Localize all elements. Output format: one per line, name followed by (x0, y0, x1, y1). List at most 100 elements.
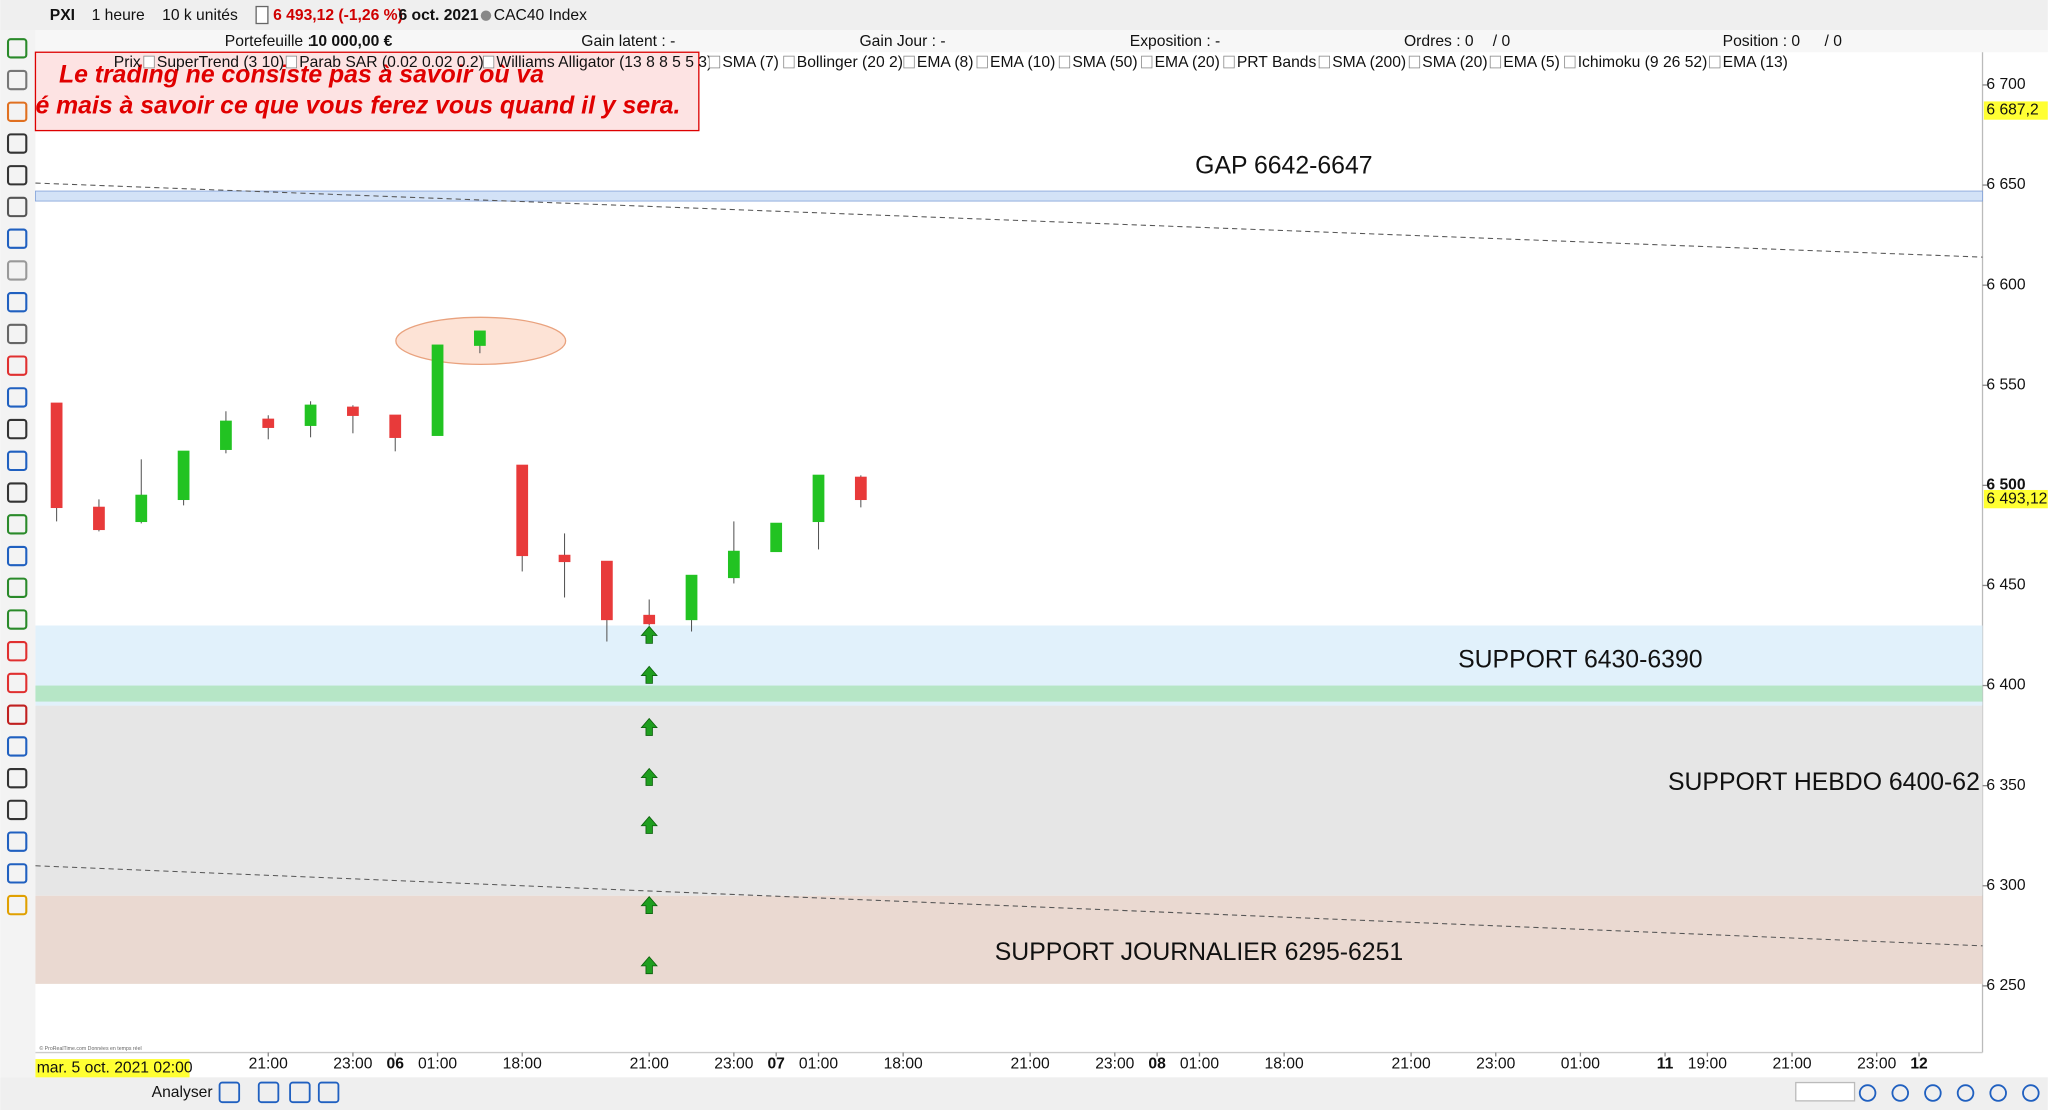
tool-icon[interactable] (6, 641, 28, 662)
indicator-checkbox[interactable] (903, 55, 915, 69)
indicator-label[interactable]: Bollinger (20 2) (797, 54, 903, 71)
indicator-checkbox[interactable] (143, 55, 155, 69)
indicator-checkbox[interactable] (1489, 55, 1502, 69)
tool-icon[interactable] (6, 545, 28, 567)
indicator-checkbox[interactable] (1709, 55, 1721, 69)
account-orders: Ordres : 0 (1404, 33, 1474, 50)
x-tick-label: 07 (767, 1055, 785, 1072)
tool-icon[interactable] (6, 260, 28, 281)
indicator-label[interactable]: SuperTrend (3 10) (157, 54, 284, 71)
toolbar-last[interactable]: 6 493,12 (-1,26 %) (273, 7, 403, 24)
tool-icon[interactable] (6, 482, 28, 503)
zone (35, 895, 1983, 984)
indicator-checkbox[interactable] (1408, 55, 1421, 69)
indicator-checkbox[interactable] (1564, 55, 1576, 69)
candle-body (177, 450, 190, 501)
bottom-icon[interactable] (218, 1081, 241, 1104)
toolbar-date[interactable]: 6 oct. 2021 (398, 7, 478, 24)
indicator-checkbox[interactable] (1318, 55, 1330, 69)
copyright: © ProRealTime.com Données en temps réel (39, 1045, 141, 1052)
indicator-label[interactable]: Williams Alligator (13 8 8 5 5 3) (496, 54, 712, 71)
indicator-checkbox[interactable] (1223, 55, 1235, 69)
x-tick-label: 21:00 (630, 1055, 669, 1072)
toolbar-timeframe[interactable]: 1 heure (92, 7, 145, 24)
signal-arrow (640, 717, 658, 736)
candle-body (685, 574, 698, 621)
tool-icon[interactable] (6, 291, 28, 313)
tool-icon[interactable] (6, 69, 28, 91)
tool-icon[interactable] (6, 736, 28, 757)
nav-icon[interactable] (1858, 1084, 1877, 1102)
tool-icon[interactable] (6, 165, 28, 186)
tool-icon[interactable] (6, 704, 28, 725)
tool-icon[interactable] (6, 387, 28, 408)
indicator-checkbox[interactable] (482, 55, 495, 69)
candle-body (93, 506, 105, 531)
indicator-label[interactable]: EMA (5) (1503, 54, 1560, 71)
tool-icon[interactable] (6, 894, 28, 916)
x-tick-label: 06 (387, 1055, 405, 1072)
indicator-label[interactable]: EMA (8) (917, 54, 974, 71)
tool-icon[interactable] (6, 101, 28, 122)
indicator-label[interactable]: Parab SAR (0.02 0.02 0.2) (299, 54, 484, 71)
nav-icon[interactable] (1989, 1084, 2007, 1102)
tool-icon[interactable] (6, 799, 28, 821)
tool-icon[interactable] (6, 133, 28, 154)
candle-body (220, 420, 232, 450)
indicator-label[interactable]: EMA (20) (1155, 54, 1220, 71)
indicator-checkbox[interactable] (285, 55, 298, 69)
zone-label: GAP 6642-6647 (1195, 153, 1372, 180)
x-tick-label: 08 (1148, 1055, 1166, 1072)
tool-icon[interactable] (6, 355, 28, 376)
indicator-label[interactable]: EMA (10) (990, 54, 1055, 71)
tool-icon[interactable] (6, 672, 28, 694)
toolbar-instrument[interactable]: CAC40 Index (494, 7, 587, 24)
indicator-label[interactable]: EMA (13) (1723, 54, 1788, 71)
tool-icon[interactable] (6, 609, 28, 630)
tool-icon[interactable] (6, 196, 28, 218)
account-bar (0, 30, 2048, 53)
tool-icon[interactable] (6, 228, 28, 249)
bottom-icon[interactable] (317, 1081, 340, 1104)
nav-icon[interactable] (2022, 1084, 2040, 1102)
indicator-label[interactable]: SMA (50) (1072, 54, 1137, 71)
tool-icon[interactable] (6, 450, 28, 472)
tool-icon[interactable] (6, 831, 28, 852)
bottom-icon[interactable] (257, 1081, 280, 1104)
nav-icon[interactable] (1956, 1084, 1975, 1102)
signal-arrow (640, 665, 658, 684)
tool-icon[interactable] (6, 514, 28, 535)
indicator-label[interactable]: SMA (200) (1332, 54, 1406, 71)
left-toolbar (0, 30, 36, 1078)
x-tick-label: 23:00 (1857, 1055, 1896, 1072)
indicator-label[interactable]: SMA (7) (722, 54, 779, 71)
scrollbar[interactable] (1795, 1081, 1856, 1102)
nav-icon[interactable] (1891, 1084, 1909, 1102)
nav-icon[interactable] (1924, 1084, 1942, 1102)
indicator-checkbox[interactable] (783, 55, 795, 69)
indicator-label[interactable]: SMA (20) (1422, 54, 1487, 71)
candle-body (854, 476, 867, 501)
indicator-checkbox[interactable] (1141, 55, 1153, 69)
analyse-button[interactable]: Analyser (152, 1084, 213, 1101)
instrument-dot (480, 10, 492, 21)
x-tick-label: 01:00 (1561, 1055, 1600, 1072)
tool-icon[interactable] (6, 577, 28, 598)
tool-icon[interactable] (6, 38, 28, 59)
indicator-label[interactable]: Ichimoku (9 26 52) (1578, 54, 1708, 71)
toolbar-symbol[interactable]: PXI (50, 7, 75, 24)
toolbar-units[interactable]: 10 k unités (162, 7, 238, 24)
indicator-checkbox[interactable] (1058, 55, 1071, 69)
indicator-checkbox[interactable] (708, 55, 721, 69)
indicator-label[interactable]: PRT Bands (1237, 54, 1317, 71)
bottom-icon[interactable] (289, 1081, 311, 1104)
account-latent: Gain latent : - (581, 33, 675, 50)
tool-icon[interactable] (6, 323, 28, 345)
indicator-checkbox[interactable] (976, 55, 988, 69)
tool-icon[interactable] (6, 418, 28, 440)
tool-icon[interactable] (6, 863, 28, 884)
tool-icon[interactable] (6, 767, 28, 789)
indicator-label[interactable]: Prix (114, 54, 141, 71)
candle-body (347, 406, 359, 416)
bottom-bar (0, 1077, 2048, 1110)
